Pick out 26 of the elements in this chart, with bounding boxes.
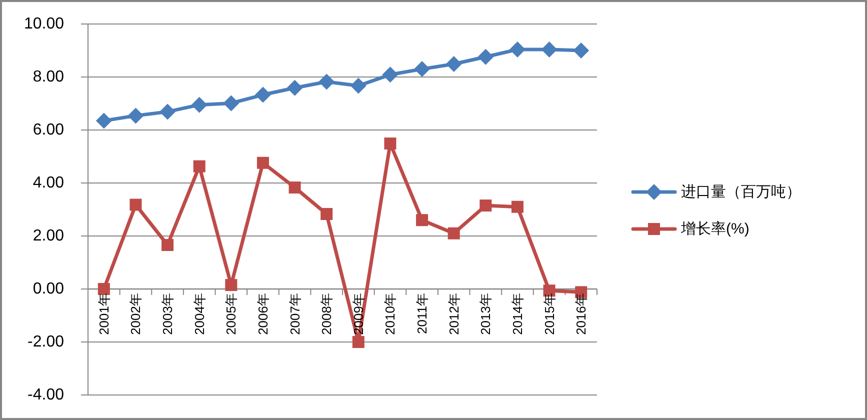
x-tick-label: 2001年 — [96, 293, 112, 335]
x-tick-label: 2011年 — [414, 293, 430, 334]
y-tick-label: 0.00 — [32, 280, 64, 298]
x-tick-label: 2010年 — [382, 293, 398, 335]
y-tick-label: -2.00 — [28, 334, 64, 350]
x-tick-label: 2008年 — [319, 293, 334, 335]
y-tick-label: 6.00 — [32, 122, 64, 138]
x-tick-label: 2009年 — [350, 293, 366, 335]
x-tick-label: 2007年 — [287, 293, 302, 335]
x-tick-label: 2005年 — [224, 293, 239, 335]
x-tick-label: 2013年 — [478, 293, 494, 335]
y-tick-label: 8.00 — [32, 68, 64, 86]
y-tick-label: 4.00 — [32, 174, 64, 192]
x-tick-label: 2004年 — [192, 293, 207, 335]
x-tick-label: 2003年 — [160, 293, 176, 335]
x-tick-label: 2014年 — [510, 293, 525, 335]
x-tick-label: 2016年 — [574, 293, 589, 335]
x-tick-label: 2006年 — [255, 293, 270, 335]
x-tick-label: 2012年 — [446, 293, 462, 335]
legend-label: 进口量（百万吨） — [681, 184, 801, 200]
x-tick-label: 2015年 — [542, 293, 557, 335]
legend-label: 增长率(%) — [680, 220, 750, 238]
x-tick-label: 2002年 — [128, 293, 144, 335]
y-tick-label: 10.00 — [24, 16, 64, 32]
y-tick-label: 2.00 — [32, 228, 64, 244]
y-tick-label: -4.00 — [28, 386, 64, 404]
